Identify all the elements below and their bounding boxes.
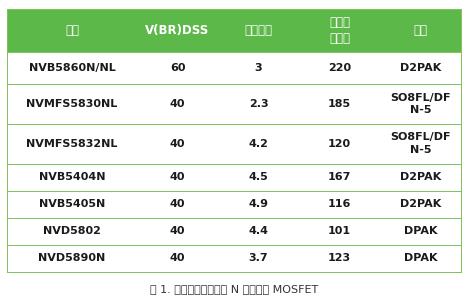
Text: 最大输
出电流: 最大输 出电流: [329, 16, 350, 45]
Bar: [380, 52, 461, 84]
Bar: [218, 124, 299, 164]
Bar: [218, 9, 299, 52]
Bar: [380, 164, 461, 191]
Bar: [137, 84, 218, 124]
Bar: [137, 52, 218, 84]
Text: 60: 60: [170, 63, 185, 73]
Bar: [218, 191, 299, 218]
Text: NVB5404N: NVB5404N: [39, 172, 105, 182]
Text: 导通电阻: 导通电阻: [245, 24, 272, 37]
Text: 120: 120: [328, 139, 351, 149]
Text: V(BR)DSS: V(BR)DSS: [146, 24, 210, 37]
Text: DPAK: DPAK: [404, 253, 437, 263]
Bar: [7, 191, 137, 218]
Text: NVD5802: NVD5802: [43, 226, 101, 236]
Bar: [299, 52, 380, 84]
Text: D2PAK: D2PAK: [400, 63, 441, 73]
Bar: [7, 84, 137, 124]
Bar: [7, 164, 137, 191]
Text: 封装: 封装: [414, 24, 427, 37]
Text: 2.3: 2.3: [249, 99, 268, 109]
Bar: [137, 245, 218, 272]
Bar: [299, 164, 380, 191]
Text: SO8FL/DF
N-5: SO8FL/DF N-5: [390, 132, 451, 155]
Text: 185: 185: [328, 99, 351, 109]
Text: 4.5: 4.5: [249, 172, 269, 182]
Text: 40: 40: [170, 172, 185, 182]
Bar: [7, 124, 137, 164]
Bar: [299, 9, 380, 52]
Text: 167: 167: [328, 172, 351, 182]
Bar: [380, 9, 461, 52]
Bar: [218, 245, 299, 272]
Text: SO8FL/DF
N-5: SO8FL/DF N-5: [390, 93, 451, 115]
Text: 3: 3: [255, 63, 263, 73]
Text: 4.2: 4.2: [249, 139, 269, 149]
Bar: [299, 245, 380, 272]
Text: NVMFS5832NL: NVMFS5832NL: [26, 139, 118, 149]
Bar: [299, 124, 380, 164]
Text: 型号: 型号: [65, 24, 79, 37]
Text: NVD5890N: NVD5890N: [38, 253, 106, 263]
Text: NVB5860N/NL: NVB5860N/NL: [29, 63, 116, 73]
Text: 4.4: 4.4: [249, 226, 269, 236]
Bar: [380, 124, 461, 164]
Text: 116: 116: [328, 199, 351, 209]
Text: D2PAK: D2PAK: [400, 199, 441, 209]
Bar: [218, 84, 299, 124]
Text: 40: 40: [170, 199, 185, 209]
Bar: [380, 245, 461, 272]
Bar: [299, 191, 380, 218]
Bar: [380, 218, 461, 245]
Bar: [380, 191, 461, 218]
Text: 101: 101: [328, 226, 351, 236]
Bar: [137, 9, 218, 52]
Text: 表 1. 用于鼓风机驱动的 N 沟道功率 MOSFET: 表 1. 用于鼓风机驱动的 N 沟道功率 MOSFET: [150, 284, 318, 294]
Bar: [137, 218, 218, 245]
Text: NVB5405N: NVB5405N: [39, 199, 105, 209]
Text: DPAK: DPAK: [404, 226, 437, 236]
Text: 40: 40: [170, 139, 185, 149]
Text: D2PAK: D2PAK: [400, 172, 441, 182]
Bar: [137, 124, 218, 164]
Bar: [299, 84, 380, 124]
Text: 3.7: 3.7: [249, 253, 268, 263]
Text: 4.9: 4.9: [249, 199, 269, 209]
Bar: [7, 218, 137, 245]
Text: 123: 123: [328, 253, 351, 263]
Bar: [137, 164, 218, 191]
Bar: [218, 164, 299, 191]
Text: NVMFS5830NL: NVMFS5830NL: [26, 99, 117, 109]
Text: 40: 40: [170, 226, 185, 236]
Bar: [218, 218, 299, 245]
Bar: [218, 52, 299, 84]
Bar: [7, 52, 137, 84]
Text: 40: 40: [170, 99, 185, 109]
Bar: [7, 9, 137, 52]
Bar: [299, 218, 380, 245]
Text: 40: 40: [170, 253, 185, 263]
Bar: [380, 84, 461, 124]
Text: 220: 220: [328, 63, 351, 73]
Bar: [7, 245, 137, 272]
Bar: [137, 191, 218, 218]
